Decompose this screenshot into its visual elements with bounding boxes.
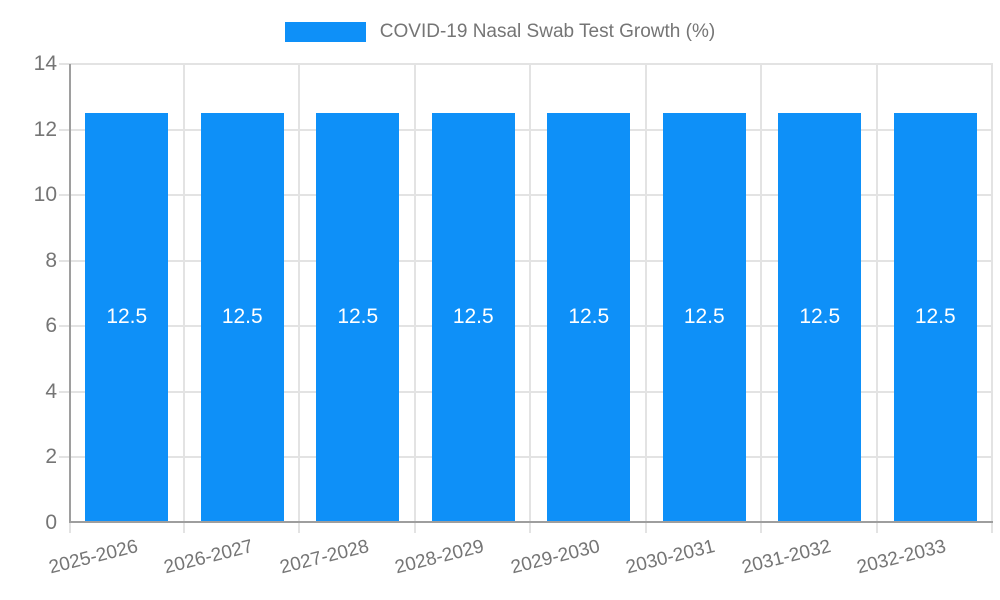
bar[interactable] (316, 113, 400, 523)
bar[interactable] (778, 113, 862, 523)
bar[interactable] (85, 113, 169, 523)
x-grid-line (875, 64, 878, 533)
x-grid-line (413, 64, 416, 533)
bar-value-label: 12.5 (452, 305, 494, 329)
y-tick-label: 6 (45, 314, 57, 338)
y-axis-line (69, 64, 71, 523)
bar-value-label: 12.5 (337, 305, 379, 329)
y-grid-line (59, 194, 993, 197)
y-grid-line (59, 325, 993, 328)
y-tick-label: 14 (33, 52, 57, 75)
x-grid-line (182, 64, 185, 533)
y-tick-label: 10 (33, 183, 57, 207)
bar-value-label: 12.5 (568, 305, 610, 329)
y-grid-line (59, 128, 993, 131)
legend-item[interactable]: COVID-19 Nasal Swab Test Growth (%) (284, 21, 716, 43)
plot-area: 0 2 4 6 8 10 12 14 12.5 2025-2026 12.5 2026-2027 12.… (34, 52, 993, 578)
x-grid-line (529, 64, 531, 533)
y-tick-label: 12 (33, 117, 57, 141)
bar-value-label: 12.5 (799, 305, 841, 329)
bar-value-label: 12.5 (106, 305, 148, 329)
bar-value-label: 12.5 (683, 305, 725, 329)
y-tick-label: 4 (45, 379, 57, 403)
y-tick-label: 8 (45, 248, 57, 272)
y-grid-line (59, 63, 993, 65)
bar-value-label: 12.5 (914, 305, 956, 329)
bar-value-label: 12.5 (221, 305, 263, 329)
chart-legend: COVID-19 Nasal Swab Test Growth (%) (0, 21, 1000, 43)
bar[interactable] (662, 113, 746, 523)
x-grid-line (760, 64, 762, 533)
x-axis-line (69, 521, 993, 523)
bar[interactable] (431, 113, 515, 523)
y-tick-label: 2 (45, 445, 57, 469)
x-grid-line (991, 64, 993, 533)
x-grid-line (298, 64, 300, 533)
x-grid-line (69, 523, 71, 533)
legend-swatch-icon (284, 22, 366, 42)
y-grid-line (59, 456, 993, 459)
y-tick-label: 0 (45, 511, 57, 534)
y-grid-line (59, 259, 993, 262)
bar[interactable] (200, 113, 284, 523)
x-grid-line (644, 64, 647, 533)
y-grid-line (59, 390, 993, 393)
legend-label: COVID-19 Nasal Swab Test Growth (%) (379, 21, 716, 42)
bar[interactable] (893, 113, 977, 523)
bar[interactable] (547, 113, 631, 523)
